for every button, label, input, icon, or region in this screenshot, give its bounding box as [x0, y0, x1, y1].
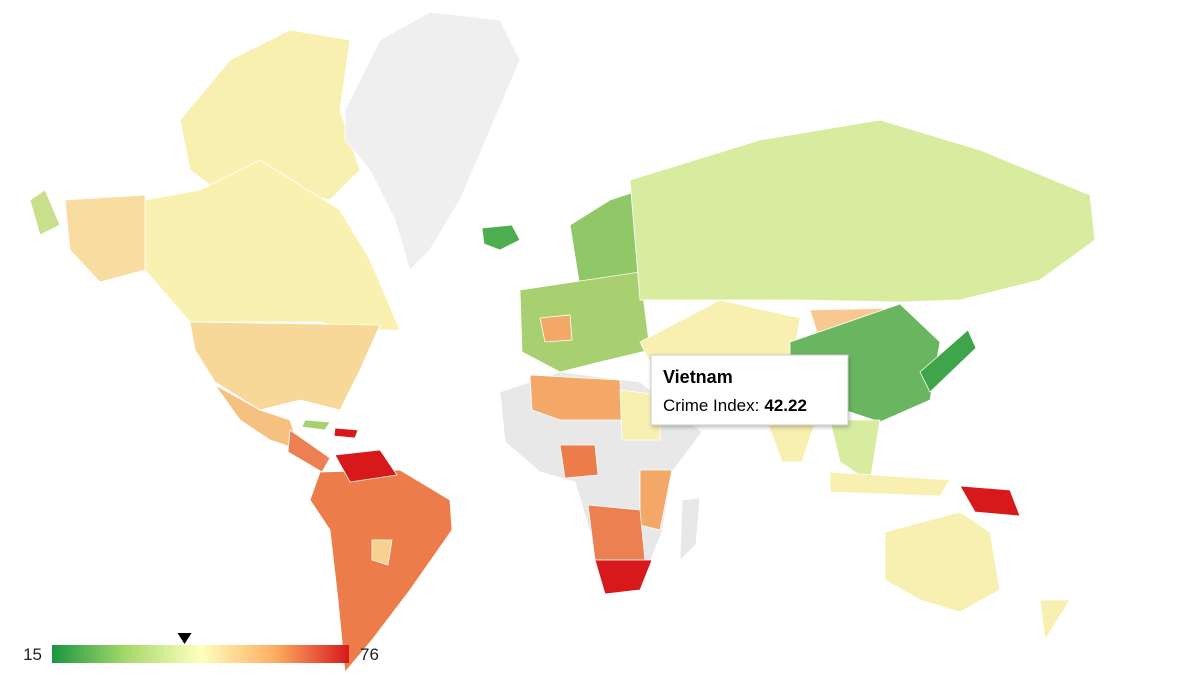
- region: [594, 559, 653, 595]
- region: [884, 511, 1001, 613]
- tooltip-line: Crime Index: 42.22: [663, 396, 807, 415]
- legend-min: 15: [23, 645, 42, 664]
- region: [619, 389, 661, 441]
- region: [309, 469, 453, 673]
- region: [519, 271, 651, 373]
- region: [629, 119, 1096, 303]
- legend-marker: [177, 633, 192, 644]
- region: [64, 194, 146, 283]
- region: [679, 497, 701, 561]
- tooltip-value: 42.22: [764, 396, 807, 415]
- region: [559, 444, 599, 479]
- legend-max: 76: [360, 645, 379, 664]
- tooltip-box: [650, 354, 849, 426]
- region: [29, 189, 61, 236]
- regions: [29, 11, 1096, 673]
- region: [144, 159, 401, 331]
- region: [189, 321, 381, 411]
- tooltip-title: Vietnam: [663, 367, 733, 387]
- region: [587, 504, 646, 561]
- region: [344, 11, 521, 271]
- region: [959, 485, 1021, 517]
- region: [287, 429, 331, 473]
- region: [301, 419, 331, 431]
- region: [829, 471, 951, 497]
- region: [334, 449, 398, 483]
- region: [639, 469, 673, 531]
- region: [529, 374, 623, 421]
- region: [919, 329, 977, 393]
- tooltip: Vietnam Crime Index: 42.22: [650, 354, 849, 426]
- region: [333, 427, 359, 439]
- color-scale: [52, 645, 349, 663]
- region: [1039, 599, 1071, 642]
- region: [539, 314, 573, 343]
- tooltip-label: Crime Index:: [663, 396, 759, 415]
- region: [481, 224, 521, 251]
- region: [371, 539, 393, 566]
- legend: 15 76: [23, 633, 379, 664]
